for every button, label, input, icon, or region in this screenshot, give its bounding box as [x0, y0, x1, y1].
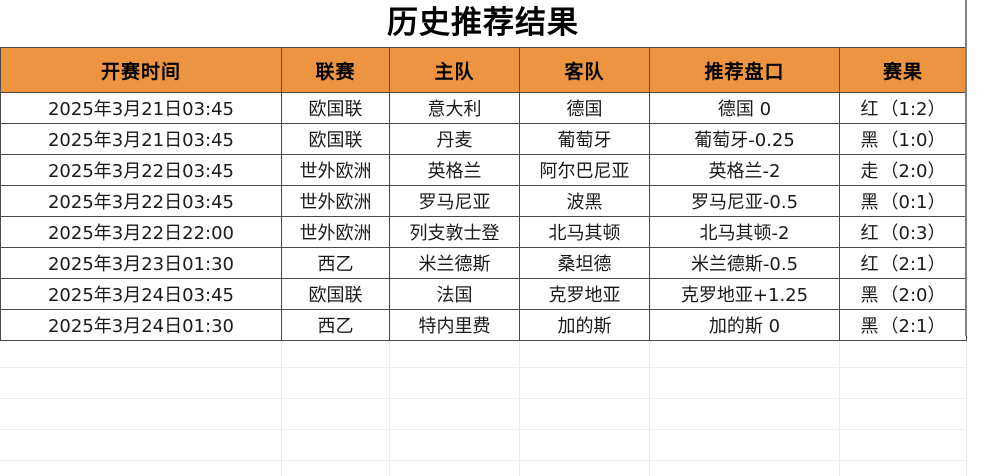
- cell-league[interactable]: 欧国联: [282, 279, 390, 310]
- cell-result[interactable]: 走（2:0）: [840, 155, 967, 186]
- cell-home[interactable]: 丹麦: [390, 124, 520, 155]
- table-body: 2025年3月21日03:45欧国联意大利德国德国 0红（1:2）2025年3月…: [1, 93, 967, 341]
- cell-league[interactable]: 欧国联: [282, 93, 390, 124]
- result-score: （1:2）: [881, 99, 946, 120]
- cell-time[interactable]: 2025年3月22日22:00: [1, 217, 282, 248]
- result-score: （2:1）: [881, 316, 946, 337]
- title-band: 历史推荐结果: [0, 0, 966, 47]
- result-label: 黑: [861, 130, 879, 151]
- cell-line[interactable]: 英格兰-2: [650, 155, 840, 186]
- table-row[interactable]: 2025年3月22日03:45世外欧洲罗马尼亚波黑罗马尼亚-0.5黑（0:1）: [1, 186, 967, 217]
- cell-time[interactable]: 2025年3月21日03:45: [1, 93, 282, 124]
- column-header-away[interactable]: 客队: [520, 48, 650, 93]
- table-header: 开赛时间 联赛 主队 客队 推荐盘口 赛果: [1, 48, 967, 93]
- column-header-line[interactable]: 推荐盘口: [650, 48, 840, 93]
- cell-result[interactable]: 黑（2:0）: [840, 279, 967, 310]
- cell-time[interactable]: 2025年3月24日01:30: [1, 310, 282, 341]
- table-row[interactable]: 2025年3月21日03:45欧国联丹麦葡萄牙葡萄牙-0.25黑（1:0）: [1, 124, 967, 155]
- cell-home[interactable]: 英格兰: [390, 155, 520, 186]
- cell-time[interactable]: 2025年3月23日01:30: [1, 248, 282, 279]
- result-score: （0:3）: [881, 223, 946, 244]
- cell-line[interactable]: 罗马尼亚-0.5: [650, 186, 840, 217]
- page-title: 历史推荐结果: [387, 8, 579, 39]
- grid-row-line: [0, 398, 966, 399]
- result-label: 黑: [861, 316, 879, 337]
- table-row[interactable]: 2025年3月22日03:45世外欧洲英格兰阿尔巴尼亚英格兰-2走（2:0）: [1, 155, 967, 186]
- table-row[interactable]: 2025年3月23日01:30西乙米兰德斯桑坦德米兰德斯-0.5红（2:1）: [1, 248, 967, 279]
- cell-league[interactable]: 世外欧洲: [282, 186, 390, 217]
- result-label: 黑: [861, 285, 879, 306]
- column-header-league[interactable]: 联赛: [282, 48, 390, 93]
- result-label: 红: [861, 223, 879, 244]
- table-header-row: 开赛时间 联赛 主队 客队 推荐盘口 赛果: [1, 48, 967, 93]
- table-row[interactable]: 2025年3月24日01:30西乙特内里费加的斯加的斯 0黑（2:1）: [1, 310, 967, 341]
- cell-line[interactable]: 加的斯 0: [650, 310, 840, 341]
- cell-line[interactable]: 北马其顿-2: [650, 217, 840, 248]
- result-score: （2:1）: [881, 254, 946, 275]
- result-label: 红: [861, 99, 879, 120]
- result-label: 走: [861, 161, 879, 182]
- cell-line[interactable]: 葡萄牙-0.25: [650, 124, 840, 155]
- history-recommendation-table: 开赛时间 联赛 主队 客队 推荐盘口 赛果 2025年3月21日03:45欧国联…: [0, 47, 967, 341]
- right-column-divider: [965, 0, 967, 336]
- cell-result[interactable]: 黑（2:1）: [840, 310, 967, 341]
- cell-away[interactable]: 葡萄牙: [520, 124, 650, 155]
- cell-result[interactable]: 黑（0:1）: [840, 186, 967, 217]
- table-row[interactable]: 2025年3月21日03:45欧国联意大利德国德国 0红（1:2）: [1, 93, 967, 124]
- cell-home[interactable]: 列支敦士登: [390, 217, 520, 248]
- result-score: （2:0）: [881, 161, 946, 182]
- cell-result[interactable]: 黑（1:0）: [840, 124, 967, 155]
- column-header-time[interactable]: 开赛时间: [1, 48, 282, 93]
- cell-home[interactable]: 米兰德斯: [390, 248, 520, 279]
- cell-time[interactable]: 2025年3月21日03:45: [1, 124, 282, 155]
- cell-league[interactable]: 世外欧洲: [282, 155, 390, 186]
- cell-result[interactable]: 红（0:3）: [840, 217, 967, 248]
- cell-away[interactable]: 波黑: [520, 186, 650, 217]
- cell-time[interactable]: 2025年3月24日03:45: [1, 279, 282, 310]
- cell-home[interactable]: 意大利: [390, 93, 520, 124]
- grid-row-line: [0, 460, 966, 461]
- cell-result[interactable]: 红（2:1）: [840, 248, 967, 279]
- cell-away[interactable]: 克罗地亚: [520, 279, 650, 310]
- result-score: （0:1）: [881, 192, 946, 213]
- result-score: （1:0）: [881, 130, 946, 151]
- cell-line[interactable]: 米兰德斯-0.5: [650, 248, 840, 279]
- result-label: 红: [861, 254, 879, 275]
- cell-away[interactable]: 德国: [520, 93, 650, 124]
- column-header-home[interactable]: 主队: [390, 48, 520, 93]
- cell-league[interactable]: 西乙: [282, 248, 390, 279]
- column-header-result[interactable]: 赛果: [840, 48, 967, 93]
- cell-home[interactable]: 罗马尼亚: [390, 186, 520, 217]
- cell-time[interactable]: 2025年3月22日03:45: [1, 186, 282, 217]
- cell-away[interactable]: 北马其顿: [520, 217, 650, 248]
- cell-league[interactable]: 欧国联: [282, 124, 390, 155]
- cell-result[interactable]: 红（1:2）: [840, 93, 967, 124]
- cell-away[interactable]: 桑坦德: [520, 248, 650, 279]
- cell-line[interactable]: 德国 0: [650, 93, 840, 124]
- table-row[interactable]: 2025年3月24日03:45欧国联法国克罗地亚克罗地亚+1.25黑（2:0）: [1, 279, 967, 310]
- cell-away[interactable]: 加的斯: [520, 310, 650, 341]
- cell-home[interactable]: 法国: [390, 279, 520, 310]
- grid-row-line: [0, 429, 966, 430]
- cell-away[interactable]: 阿尔巴尼亚: [520, 155, 650, 186]
- spreadsheet-sheet: 历史推荐结果 开赛时间 联赛 主队 客队 推荐盘口 赛果 2025年3月21日0…: [0, 0, 998, 476]
- cell-time[interactable]: 2025年3月22日03:45: [1, 155, 282, 186]
- cell-league[interactable]: 西乙: [282, 310, 390, 341]
- cell-line[interactable]: 克罗地亚+1.25: [650, 279, 840, 310]
- cell-home[interactable]: 特内里费: [390, 310, 520, 341]
- result-score: （2:0）: [881, 285, 946, 306]
- grid-row-line: [0, 367, 966, 368]
- table-row[interactable]: 2025年3月22日22:00世外欧洲列支敦士登北马其顿北马其顿-2红（0:3）: [1, 217, 967, 248]
- result-label: 黑: [861, 192, 879, 213]
- cell-league[interactable]: 世外欧洲: [282, 217, 390, 248]
